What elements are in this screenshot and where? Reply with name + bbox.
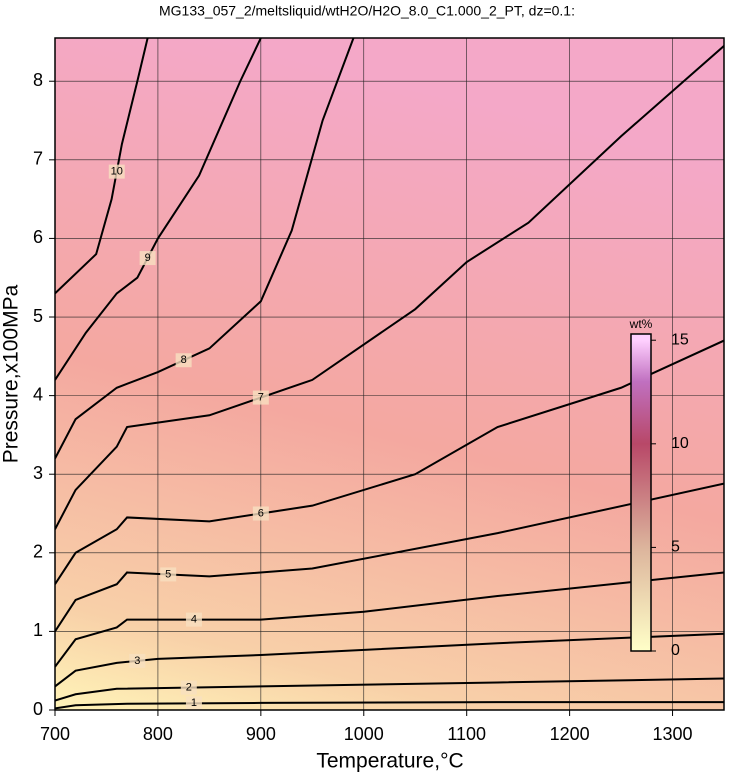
plot-frame	[54, 37, 725, 711]
x-axis-label: Temperature,°C	[316, 750, 463, 773]
colorbar-tick-label: 10	[671, 435, 689, 452]
contour-label: 10	[111, 166, 123, 178]
contour-line	[55, 45, 724, 530]
contour-label: 1	[191, 697, 197, 709]
x-tick-label: 1000	[344, 724, 384, 744]
x-tick-label: 1100	[447, 724, 486, 744]
contour-label: 4	[191, 614, 197, 626]
contour-label-bg	[185, 612, 202, 627]
chart-title: MG133_057_2/meltsliquid/wtH2O/H2O_8.0_C1…	[159, 3, 575, 19]
contour-label-bg	[185, 696, 202, 710]
colorbar-tick-label: 5	[671, 539, 680, 556]
contour-line	[55, 38, 355, 459]
colorbar-label: wt%	[629, 317, 653, 331]
colorbar-scale	[630, 333, 652, 652]
y-tick-label: 5	[33, 306, 43, 326]
colorbar-tick-label: 0	[671, 642, 680, 659]
contour-label: 8	[181, 354, 187, 366]
x-tick-label: 800	[143, 724, 173, 744]
contour-label-bg	[175, 353, 192, 368]
contour-label-bg	[160, 567, 177, 582]
contour-label-bg	[252, 506, 269, 521]
y-tick-label: 8	[33, 70, 43, 90]
y-tick-label: 6	[33, 227, 43, 247]
contour-label: 5	[165, 568, 171, 580]
contour-label: 9	[145, 252, 151, 264]
contour-label-bg	[252, 390, 269, 405]
x-tick-label: 1300	[653, 724, 693, 744]
y-tick-label: 7	[33, 149, 43, 169]
x-tick-label: 700	[40, 724, 70, 744]
contour-line	[55, 632, 724, 688]
y-axis-label: Pressure,x100MPa	[0, 284, 23, 463]
colorbar-tick-label: 15	[671, 331, 689, 348]
colorbar: wt% 0 5 10 15	[629, 317, 689, 659]
contour-label-bg	[180, 680, 197, 695]
contour-label: 6	[258, 507, 264, 519]
y-tick-label: 1	[33, 620, 43, 640]
y-tick-label: 0	[33, 699, 43, 719]
contour-label-bg	[108, 164, 125, 179]
contours: 1 2 3 4 5 6 7 8 9 10	[55, 38, 724, 710]
contour-label: 7	[258, 391, 264, 403]
x-tick-label: 900	[246, 724, 276, 744]
y-tick-label: 3	[33, 463, 43, 483]
contour-label: 3	[134, 655, 140, 667]
y-tick-label: 2	[33, 542, 43, 562]
contour-label: 2	[186, 682, 192, 694]
x-tick-label: 1200	[550, 724, 590, 744]
plot-background	[55, 38, 724, 710]
contour-label-bg	[129, 653, 146, 668]
y-tick-label: 4	[33, 384, 43, 404]
contour-label-bg	[139, 251, 156, 266]
